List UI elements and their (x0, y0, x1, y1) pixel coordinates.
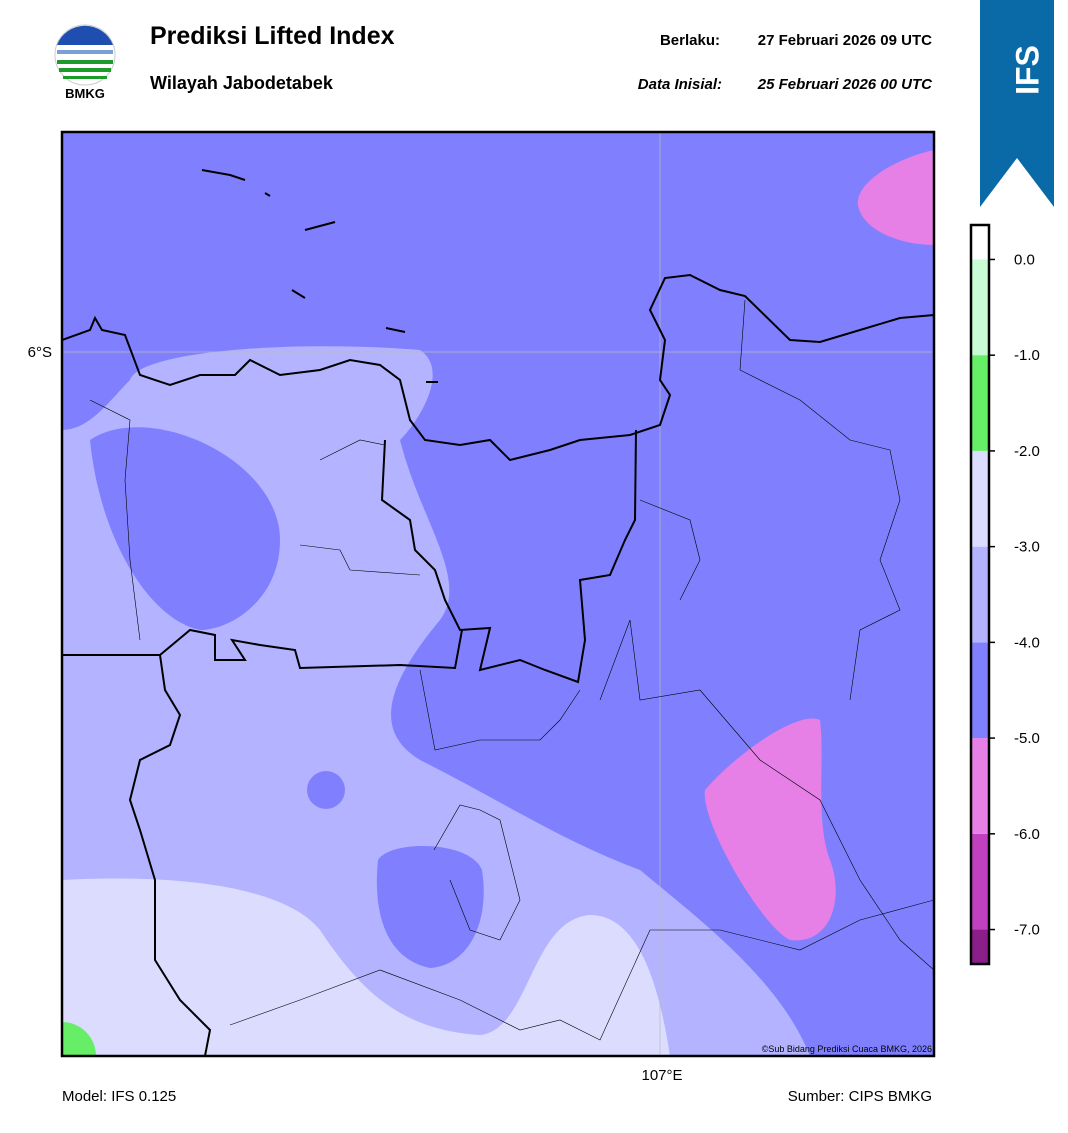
valid-label: Berlaku: (660, 32, 720, 49)
colorbar-segment (971, 225, 989, 260)
colorbar-segment (971, 929, 989, 964)
colorbar-frame (969, 223, 991, 966)
colorbar-segment (971, 450, 989, 547)
subtitle: Wilayah Jabodetabek (150, 73, 334, 93)
logo-text: BMKG (65, 86, 105, 101)
colorbar-tick-label: -2.0 (1014, 443, 1040, 460)
map-frame (60, 130, 936, 1058)
colorbar-tick-label: -4.0 (1014, 634, 1040, 651)
colorbar-segment (971, 642, 989, 739)
init-time: 25 Februari 2026 00 UTC (757, 76, 933, 93)
lon-label: 107°E (641, 1067, 682, 1084)
colorbar-segment (971, 355, 989, 451)
title: Prediksi Lifted Index (150, 22, 395, 50)
colorbar-tick-label: 0.0 (1014, 251, 1035, 268)
badge (980, 0, 1054, 207)
colorbar-segment (971, 546, 989, 643)
model: Model: IFS 0.125 (62, 1088, 176, 1105)
valid-time: 27 Februari 2026 09 UTC (758, 32, 932, 49)
colorbar-tick-label: -6.0 (1014, 826, 1040, 843)
source: Sumber: CIPS BMKG (788, 1088, 932, 1105)
map (62, 132, 934, 1056)
copyright: ©Sub Bidang Prediksi Cuaca BMKG, 2026 (762, 1044, 932, 1054)
badge-text: IFS (1009, 45, 1045, 95)
init-label: Data Inisial: (638, 76, 722, 93)
colorbar-segment (971, 833, 989, 930)
colorbar-tick-label: -3.0 (1014, 539, 1040, 556)
colorbar-tick-label: -1.0 (1014, 347, 1040, 364)
colorbar-segment (971, 259, 989, 356)
colorbar-tick-label: -7.0 (1014, 922, 1040, 939)
colorbar-tick-label: -5.0 (1014, 730, 1040, 747)
colorbar: 0.0 -1.0 -2.0 -3.0 -4.0 -5.0 -6.0 -7.0 (969, 223, 1040, 966)
lat-label: 6°S (28, 344, 52, 361)
colorbar-segment (971, 738, 989, 834)
logo: BMKG (54, 24, 116, 101)
